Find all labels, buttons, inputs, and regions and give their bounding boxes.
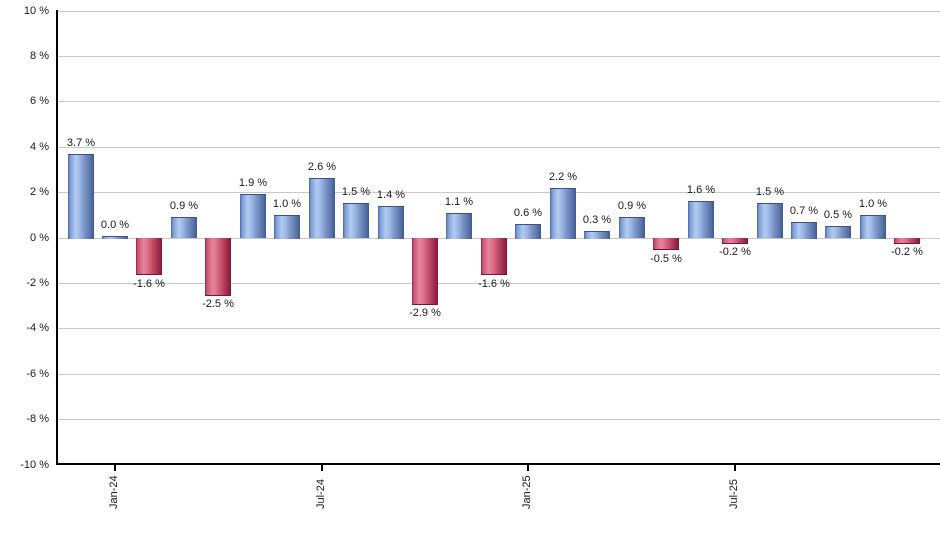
bar-value-label: 1.5 % [755,186,785,198]
bar-value-label: 0.6 % [513,207,543,219]
bar-value-label: 1.4 % [376,189,406,201]
gridline [57,419,940,420]
bar-value-label: 1.9 % [238,177,268,189]
bar-value-label: 0.9 % [617,200,647,212]
bar [205,238,231,296]
x-axis-tick-label: Jul-25 [728,479,740,509]
bar [412,238,438,305]
y-axis-tick-label: -4 % [26,322,49,334]
y-axis-tick-label: -6 % [26,368,49,380]
bar-value-label: 1.1 % [444,196,474,208]
bar [102,236,128,239]
bar-value-label: -0.5 % [650,253,682,265]
x-axis-tick-label: Jan-24 [108,475,120,509]
bar [343,203,369,238]
y-axis-tick-label: -2 % [26,277,49,289]
bar [791,222,817,239]
bar [894,238,920,244]
bar [446,213,472,239]
gridline [57,56,940,57]
bar [584,231,610,239]
y-axis-tick-label: -10 % [20,459,49,471]
x-axis-tick-mark [321,465,323,471]
bar [309,178,335,238]
y-axis-line [56,10,58,465]
x-axis-line [56,463,940,465]
gridline [57,11,940,12]
bar-value-label: 2.2 % [548,171,578,183]
y-axis-tick-label: 2 % [30,186,49,198]
bar [860,215,886,239]
bar [378,206,404,239]
bar-value-label: 0.9 % [169,200,199,212]
bar [550,188,576,239]
bar [653,238,679,250]
bar-value-label: -1.6 % [133,278,165,290]
bar-value-label: 0.7 % [789,205,819,217]
x-axis-tick-mark [527,465,529,471]
gridline [57,374,940,375]
x-axis-tick-label: Jul-24 [315,479,327,509]
bar-value-label: -0.2 % [891,246,923,258]
bar [619,217,645,238]
bar-value-label: 1.0 % [858,198,888,210]
bar [722,238,748,244]
bar [171,217,197,238]
y-axis-tick-label: 0 % [30,232,49,244]
bar [825,226,851,238]
bar-value-label: 1.0 % [272,198,302,210]
bar [757,203,783,238]
y-axis-tick-label: -8 % [26,413,49,425]
y-axis-tick-label: 8 % [30,50,49,62]
bar-value-label: -2.5 % [202,298,234,310]
bar [515,224,541,239]
gridline [57,328,940,329]
gridline [57,192,940,193]
bar-value-label: -1.6 % [478,278,510,290]
x-axis-tick-label: Jan-25 [521,475,533,509]
gridline [57,283,940,284]
bar [136,238,162,275]
bar [68,154,94,239]
bar-value-label: 0.3 % [582,214,612,226]
bar [688,201,714,238]
bar-value-label: 1.6 % [686,184,716,196]
x-axis-tick-mark [114,465,116,471]
bar [481,238,507,275]
bar-value-label: 3.7 % [66,137,96,149]
bar-value-label: 2.6 % [307,161,337,173]
gridline [57,101,940,102]
gridline [57,147,940,148]
x-axis-tick-mark [734,465,736,471]
y-axis-tick-label: 4 % [30,141,49,153]
bar-value-label: 0.5 % [823,209,853,221]
bar-value-label: -0.2 % [719,246,751,258]
bar-value-label: 0.0 % [100,219,130,231]
bar [274,215,300,239]
y-axis-tick-label: 6 % [30,95,49,107]
bar-value-label: -2.9 % [409,307,441,319]
y-axis-tick-label: 10 % [23,5,49,17]
bar-value-label: 1.5 % [341,186,371,198]
bar [240,194,266,238]
